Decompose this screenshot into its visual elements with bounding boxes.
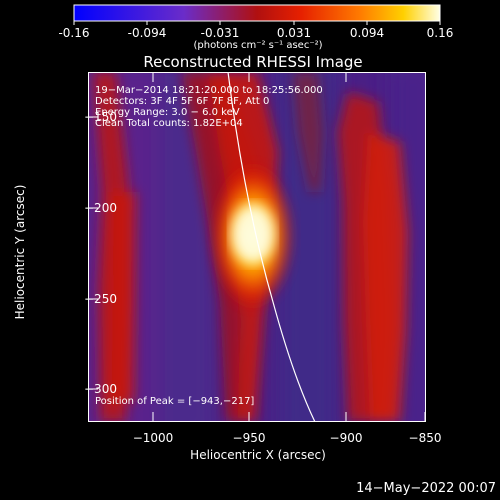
x-tick-label: −900 [329,431,363,445]
colorbar [73,4,441,25]
annot-time-range: 19−Mar−2014 18:21:20.000 to 18:25:56.000 [95,85,323,96]
colorbar-tick-label: 0.094 [349,26,385,40]
axis-ticks [88,72,426,422]
peak-position: Position of Peak = [−943,−217] [95,396,255,407]
y-tick-label: −200 [84,201,117,215]
x-tick-label: −950 [232,431,266,445]
x-tick-label: −1000 [132,431,174,445]
y-tick-label: −300 [84,382,117,396]
observation-annotations: 19−Mar−2014 18:21:20.000 to 18:25:56.000… [95,86,323,129]
colorbar-tick-label: 0.16 [426,26,454,40]
annot-energy-range: Energy Range: 3.0 − 6.0 keV [95,107,240,118]
rhessi-image [88,72,426,422]
annot-clean-counts: Clean Total counts: 1.82E+04 [95,118,243,129]
colorbar-tick-label: 0.031 [276,26,312,40]
x-tick-label: −850 [408,431,442,445]
y-tick-label: −150 [84,110,117,124]
colorbar-units: (photons cm⁻² s⁻¹ asec⁻²) [193,40,323,51]
colorbar-tick-label: -0.031 [200,26,240,40]
solar-limb-line [227,72,316,422]
colorbar-tick-label: -0.16 [58,26,90,40]
colorbar-gradient [73,4,441,22]
colorbar-tick-label: -0.094 [127,26,167,40]
annot-detectors: Detectors: 3F 4F 5F 6F 7F 8F, Att 0 [95,96,270,107]
footer-date: 14−May−2022 00:07 [356,481,496,496]
plot-title: Reconstructed RHESSI Image [143,53,363,71]
colorbar-ticks [73,21,441,25]
x-axis-label: Heliocentric X (arcsec) [190,448,326,462]
y-tick-label: −250 [84,292,117,306]
y-axis-label: Heliocentric Y (arcsec) [13,184,27,320]
